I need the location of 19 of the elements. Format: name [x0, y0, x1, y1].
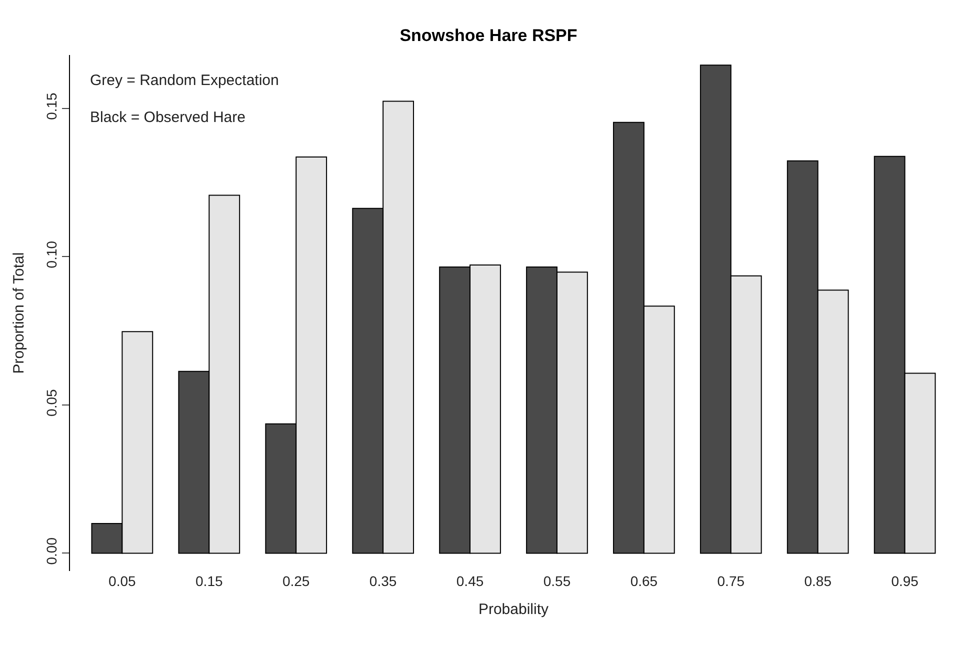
y-tick-label: 0.10 [43, 240, 60, 268]
x-tick-label: 0.35 [369, 573, 397, 589]
annotation: Black = Observed Hare [90, 109, 246, 126]
x-axis-title: Probability [478, 601, 550, 618]
x-tick-label: 0.65 [630, 573, 658, 589]
x-tick-label: 0.15 [196, 573, 223, 589]
x-tick-label: 0.95 [891, 573, 919, 589]
x-tick-label: 0.05 [108, 573, 136, 589]
x-tick-label: 0.25 [282, 573, 310, 589]
annotation: Grey = Random Expectation [90, 72, 279, 89]
y-axis-title: Proportion of Total [10, 252, 28, 374]
y-tick-label: 0.15 [43, 92, 60, 120]
y-tick-label: 0.05 [43, 388, 60, 416]
x-tick-label: 0.55 [543, 573, 571, 589]
y-tick-label: 0.00 [43, 537, 60, 565]
x-tick-label: 0.75 [717, 573, 745, 589]
chart-title: Snowshoe Hare RSPF [400, 26, 578, 45]
x-tick-label: 0.85 [804, 573, 832, 589]
x-tick-label: 0.45 [456, 573, 484, 589]
